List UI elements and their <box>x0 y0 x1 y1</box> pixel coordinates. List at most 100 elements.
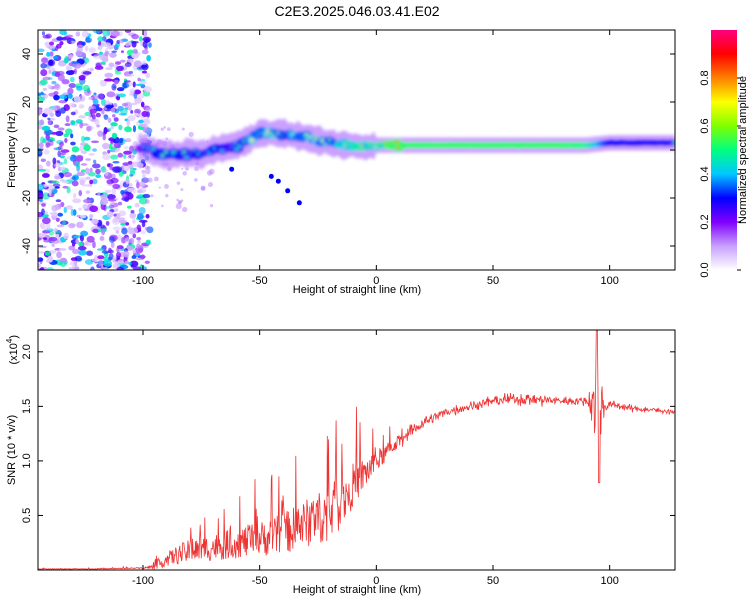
noise-blob <box>126 119 131 127</box>
noise-blob <box>65 128 73 135</box>
noise-blob <box>53 55 59 59</box>
noise-blob <box>129 212 136 219</box>
noise-blob <box>275 178 281 184</box>
noise-blob <box>86 250 93 256</box>
noise-blob <box>209 204 214 208</box>
noise-blob <box>121 196 130 201</box>
noise-blob <box>94 254 99 261</box>
noise-blob <box>49 118 56 121</box>
noise-blob <box>143 86 152 93</box>
snr-y-tick-label: 0.5 <box>21 508 33 523</box>
spectrogram-y-label: Frequency (Hz) <box>6 112 18 188</box>
noise-blob <box>140 229 146 235</box>
noise-blob <box>59 152 66 156</box>
noise-blob <box>71 146 80 153</box>
noise-blob <box>107 117 112 124</box>
noise-blob <box>40 94 45 98</box>
noise-blob <box>175 203 182 210</box>
noise-blob <box>48 249 57 254</box>
noise-blob <box>42 34 51 39</box>
noise-blob <box>64 123 71 127</box>
spectrogram-x-label: Height of straight line (km) <box>293 284 421 296</box>
noise-blob <box>51 180 60 185</box>
noise-blob <box>133 60 142 68</box>
noise-blob <box>118 113 128 116</box>
noise-blob <box>48 189 52 197</box>
noise-blob <box>107 149 111 154</box>
noise-blob <box>101 98 106 106</box>
noise-blob <box>39 79 48 86</box>
noise-blob <box>93 92 97 96</box>
noise-blob <box>144 38 150 44</box>
noise-blob <box>160 127 164 131</box>
noise-blob <box>97 36 104 42</box>
noise-blob <box>38 251 45 254</box>
noise-blob <box>66 66 73 71</box>
noise-blob <box>97 93 105 100</box>
noise-blob <box>103 127 108 135</box>
noise-blob <box>78 177 87 183</box>
noise-blob <box>131 41 137 48</box>
noise-blob <box>78 207 83 211</box>
noise-blob <box>41 173 50 178</box>
noise-blob <box>72 176 76 181</box>
noise-blob <box>39 266 45 270</box>
snr-frame <box>37 329 676 571</box>
noise-blob <box>110 122 118 127</box>
noise-blob <box>144 168 151 175</box>
noise-blob <box>63 157 68 165</box>
noise-blob <box>99 79 107 87</box>
noise-blob <box>49 41 55 46</box>
noise-blob <box>118 219 128 224</box>
noise-blob <box>97 45 103 51</box>
noise-blob <box>69 260 77 266</box>
noise-blob <box>125 42 130 47</box>
noise-blob <box>100 197 109 206</box>
snr-y-tick-label: 2.0 <box>21 344 33 359</box>
noise-blob <box>39 119 45 126</box>
noise-blob <box>108 247 112 254</box>
noise-blob <box>62 185 69 189</box>
noise-blob <box>112 183 121 190</box>
noise-blob <box>43 107 53 115</box>
noise-blob <box>106 91 116 98</box>
noise-blob <box>69 102 75 108</box>
noise-blob <box>52 157 57 165</box>
noise-blob <box>130 210 135 214</box>
noise-blob <box>58 161 64 165</box>
noise-blob <box>176 198 179 202</box>
noise-blob <box>68 54 74 59</box>
noise-blob <box>51 211 58 217</box>
noise-blob <box>127 160 133 165</box>
noise-blob <box>38 125 43 130</box>
noise-blob <box>112 166 121 173</box>
noise-blob <box>49 112 55 118</box>
noise-blob <box>75 238 80 245</box>
noise-blob <box>124 126 132 133</box>
noise-blob <box>56 217 60 222</box>
noise-blob <box>94 118 100 125</box>
noise-blob <box>51 243 55 247</box>
noise-blob <box>52 105 61 110</box>
noise-blob <box>80 123 89 126</box>
noise-blob <box>92 98 99 105</box>
noise-blob <box>132 249 137 253</box>
noise-blob <box>102 30 111 37</box>
noise-blob <box>136 189 143 194</box>
noise-blob <box>104 67 113 71</box>
noise-blob <box>130 153 134 161</box>
noise-blob <box>98 259 104 267</box>
noise-blob <box>82 184 91 187</box>
svg-text:(x104): (x104) <box>5 335 20 365</box>
noise-blob <box>136 212 144 220</box>
noise-blob <box>57 62 67 67</box>
noise-blob <box>142 30 148 37</box>
noise-blob <box>43 210 48 215</box>
noise-blob <box>38 257 44 262</box>
colorbar: 0.0 0.2 0.4 0.6 0.8 Normalized spectral ampl… <box>699 30 749 278</box>
noise-blob <box>82 71 92 75</box>
noise-blob <box>120 189 125 195</box>
spectrogram-x-tick-label: 0 <box>373 275 379 287</box>
noise-blob <box>104 51 109 57</box>
